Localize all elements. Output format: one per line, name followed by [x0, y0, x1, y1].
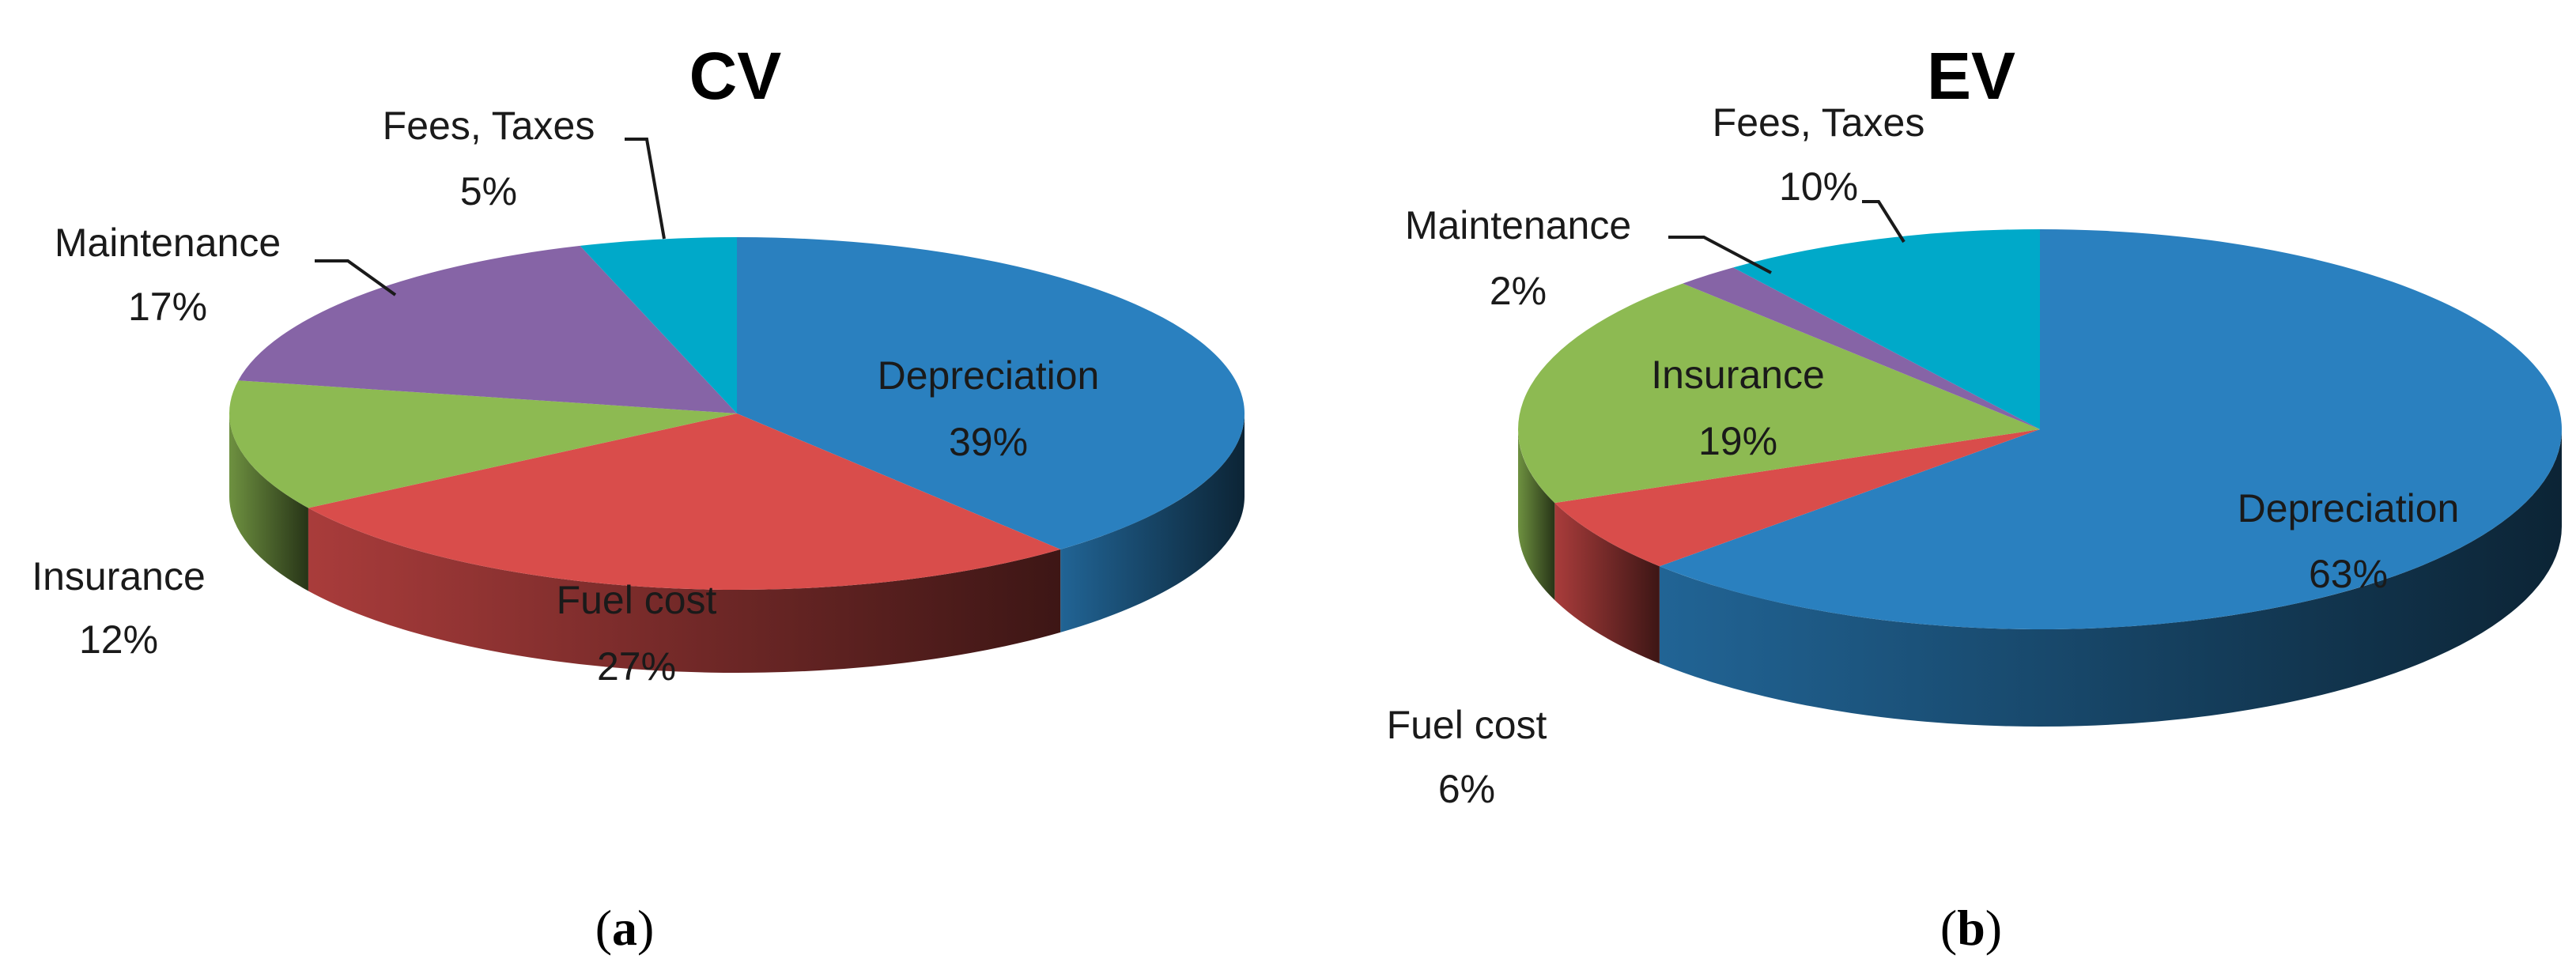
label-text: Fees, Taxes [383, 104, 595, 148]
pie-chart-ev: EV Depreciation 63% Fuel cost 6% Insuran… [1387, 39, 2562, 956]
panel-letter: b [1957, 900, 1985, 956]
slice-label-insurance-cv: Insurance 12% [32, 554, 206, 662]
slice-label-maintenance-ev: Maintenance 2% [1405, 203, 1631, 313]
label-text: Insurance [1651, 353, 1825, 397]
slice-label-maintenance-cv: Maintenance 17% [55, 221, 281, 329]
slice-label-fees-taxes-cv: Fees, Taxes 5% [383, 104, 595, 213]
chart-title-ev: EV [1927, 39, 2015, 113]
slice-label-depreciation-cv: Depreciation 39% [878, 353, 1100, 464]
label-value: 5% [460, 169, 517, 213]
leader-line-fees-taxes-ev [1862, 200, 1906, 244]
pie-chart-cv: CV Depreciation 39% Fuel cost 27% Insura… [32, 39, 1245, 956]
label-value: 39% [949, 420, 1028, 464]
leader-line-maintenance-cv [315, 259, 397, 296]
pie-slice-fees-taxes [580, 237, 737, 413]
pie-cv-slices [229, 237, 1245, 673]
label-text: Fees, Taxes [1713, 100, 1925, 145]
pie-side-depreciation [1659, 429, 2562, 727]
label-value: 17% [128, 285, 207, 329]
slice-label-fuel-cost-cv: Fuel cost 27% [557, 578, 717, 689]
label-value: 12% [79, 617, 158, 662]
slice-label-insurance-ev: Insurance 19% [1651, 353, 1825, 463]
pie-slice-insurance [229, 380, 737, 508]
leader-line-fees-taxes-cv [625, 138, 666, 240]
label-text: Insurance [32, 554, 206, 598]
label-value: 10% [1779, 164, 1858, 209]
pie-ev-slices [1518, 229, 2562, 727]
label-text: Maintenance [55, 221, 281, 265]
leader-line-maintenance-ev [1668, 236, 1772, 274]
pie-side-fuel-cost [308, 508, 1061, 673]
label-value: 2% [1490, 269, 1547, 313]
panel-letter: a [612, 900, 637, 956]
pie-slice-maintenance [238, 245, 737, 413]
pie-slice-depreciation [737, 237, 1245, 549]
label-value: 63% [2309, 552, 2388, 596]
label-text: Depreciation [878, 353, 1100, 398]
label-text: Depreciation [2238, 486, 2460, 530]
pie-slice-insurance [1518, 283, 2040, 504]
pie-slice-fuel-cost [1554, 429, 2040, 567]
label-value: 6% [1438, 767, 1495, 811]
pie-side-insurance [1518, 429, 1555, 601]
pie-slice-depreciation [1659, 229, 2562, 630]
slice-label-fuel-cost-ev: Fuel cost 6% [1387, 703, 1547, 811]
pie-slice-maintenance [1683, 267, 2040, 429]
chart-title-cv: CV [689, 39, 782, 113]
panel-label-b: (b) [1940, 900, 2002, 956]
pie-side-insurance [229, 413, 308, 591]
pie-slice-fees-taxes [1733, 229, 2040, 429]
label-text: Fuel cost [1387, 703, 1547, 747]
slice-label-fees-taxes-ev: Fees, Taxes 10% [1713, 100, 1925, 209]
slice-label-depreciation-ev: Depreciation 63% [2238, 486, 2460, 596]
label-value: 27% [597, 644, 676, 689]
label-text: Fuel cost [557, 578, 717, 622]
label-value: 19% [1698, 419, 1777, 463]
label-text: Maintenance [1405, 203, 1631, 247]
pie-side-depreciation [1060, 413, 1245, 632]
pie-slice-fuel-cost [308, 413, 1061, 590]
panel-label-a: (a) [595, 900, 655, 956]
pie-side-fuel-cost [1554, 503, 1660, 664]
